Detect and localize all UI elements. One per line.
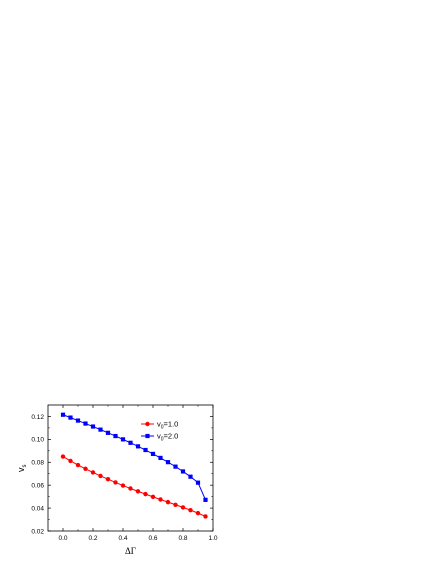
- legend-label-main: v: [157, 432, 161, 441]
- x-tick-label: 0.2: [88, 535, 97, 542]
- data-point: [173, 464, 178, 469]
- data-point: [188, 507, 193, 513]
- data-point: [98, 427, 103, 432]
- series-layer: [60, 412, 208, 519]
- x-tick-label: 0.6: [148, 535, 157, 542]
- y-tick-label: 0.12: [31, 414, 44, 421]
- data-point: [68, 415, 73, 420]
- y-axis-title-sub: s: [22, 465, 28, 468]
- data-point: [180, 505, 186, 510]
- y-axis: 0.02 0.04 0.06 0.08 0.10 0.12: [31, 414, 213, 535]
- data-point: [120, 483, 126, 488]
- data-point: [143, 447, 148, 453]
- legend-label-sub: 0: [161, 437, 164, 443]
- data-point: [105, 477, 111, 482]
- data-point: [158, 497, 163, 502]
- data-point: [98, 473, 103, 479]
- data-point: [188, 474, 193, 479]
- data-point: [150, 451, 156, 457]
- legend: v0=1.0v0=2.0: [141, 420, 178, 443]
- data-point: [143, 491, 148, 497]
- data-point: [195, 510, 201, 516]
- data-point: [75, 418, 81, 423]
- y-axis-title: vs: [16, 465, 28, 473]
- data-point: [105, 430, 111, 435]
- data-point: [113, 433, 118, 439]
- x-axis-title: ΔΓ: [125, 546, 136, 556]
- plot-frame: [47, 404, 214, 532]
- y-tick-label: 0.06: [31, 482, 44, 489]
- data-point: [195, 480, 201, 485]
- data-point: [180, 469, 186, 474]
- data-point: [90, 470, 96, 475]
- x-tick-label: 0.8: [178, 535, 187, 542]
- data-point: [165, 499, 171, 505]
- data-point: [165, 460, 171, 465]
- legend-label-main: v: [157, 420, 161, 429]
- data-point: [158, 455, 163, 461]
- data-point: [128, 486, 133, 491]
- data-point: [128, 440, 133, 445]
- y-axis-title-main: v: [16, 467, 26, 472]
- legend-label-suffix: =1.0: [164, 420, 179, 429]
- legend-label-sub: 0: [161, 425, 164, 431]
- x-tick-label: 0.0: [58, 535, 67, 542]
- y-tick-label: 0.02: [31, 528, 44, 535]
- x-tick-label: 0.4: [118, 535, 127, 542]
- data-point: [83, 466, 88, 472]
- y-tick-label: 0.08: [31, 460, 44, 467]
- legend-label: v0=2.0: [157, 432, 178, 443]
- legend-marker: [145, 433, 150, 439]
- y-tick-label: 0.10: [31, 437, 44, 444]
- legend-label-suffix: =2.0: [164, 432, 179, 441]
- data-point: [203, 514, 208, 519]
- data-point: [203, 497, 208, 502]
- data-point: [135, 489, 141, 494]
- data-point: [68, 458, 73, 464]
- plot-area: [47, 404, 214, 532]
- data-point: [75, 462, 81, 468]
- data-point: [60, 454, 66, 459]
- data-point: [90, 424, 96, 429]
- x-axis: 0.0 0.2 0.4 0.6 0.8 1.0: [58, 405, 218, 542]
- y-tick-label: 0.04: [31, 505, 44, 512]
- data-point: [150, 494, 156, 500]
- data-point: [135, 444, 141, 449]
- series-line: [62, 414, 206, 501]
- data-point: [173, 502, 178, 507]
- legend-label: v0=1.0: [157, 420, 178, 431]
- data-point: [83, 421, 88, 426]
- data-point: [113, 480, 118, 485]
- data-point: [120, 437, 126, 442]
- legend-marker: [145, 421, 150, 427]
- x-tick-label: 1.0: [208, 535, 217, 542]
- data-point: [60, 412, 66, 417]
